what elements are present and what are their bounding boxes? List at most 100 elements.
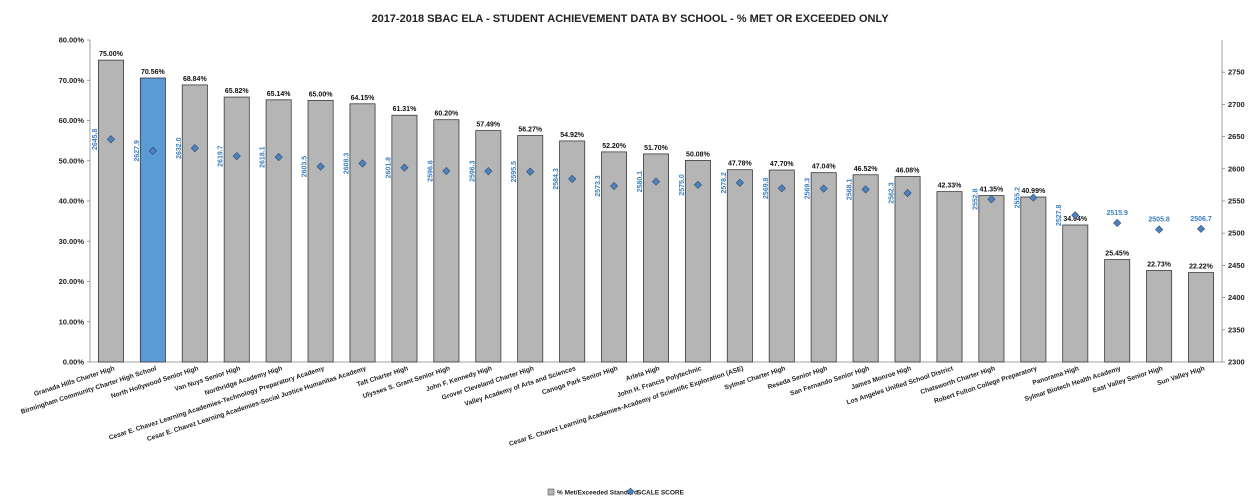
bar	[936, 191, 963, 363]
scale-score-marker	[693, 180, 702, 189]
bar	[559, 140, 586, 363]
bar-value-label: 54.92%	[560, 132, 585, 139]
bar-value-label: 47.04%	[812, 164, 837, 171]
bar-value-label: 47.70%	[770, 161, 795, 168]
scale-score-marker	[190, 144, 199, 153]
scale-score-marker	[526, 167, 535, 176]
scale-score-label: 2569.3	[805, 178, 812, 200]
category-label: Canoga Park Senior High	[541, 365, 618, 396]
scale-score-label: 2505.8	[1148, 216, 1170, 223]
scale-score-marker	[316, 162, 325, 171]
scale-score-marker	[1197, 224, 1206, 233]
scale-score-label: 2608.3	[344, 153, 351, 175]
scale-score-label: 2578.2	[721, 172, 728, 194]
scale-score-label: 2596.6	[427, 160, 434, 182]
plot-area: 0.00% 10.00% 20.00% 30.00% 40.00% 50.00% 60.00…	[20, 36, 1245, 448]
chart-title: 2017-2018 SBAC ELA - STUDENT ACHIEVEMENT…	[371, 13, 889, 25]
bar	[139, 77, 166, 363]
bar	[768, 169, 795, 363]
scale-score-marker	[987, 195, 996, 204]
scale-score-label: 2562.3	[889, 182, 896, 204]
legend: % Met/Exceeded Standard SCALE SCORE	[547, 487, 685, 497]
bar-value-label: 60.20%	[434, 111, 459, 118]
bar	[433, 119, 460, 363]
scale-score-marker	[1155, 225, 1164, 234]
scale-score-marker	[1113, 218, 1122, 227]
left-tick-label: 40.00%	[59, 197, 85, 206]
legend-marker-swatch	[626, 487, 635, 496]
bar	[475, 130, 502, 363]
left-tick-label: 30.00%	[59, 237, 85, 246]
bar-value-label: 42.33%	[938, 183, 963, 190]
left-tick-label: 20.00%	[59, 277, 85, 286]
right-tick-label: 2400	[1228, 293, 1245, 302]
scale-score-label: 2515.9	[1106, 210, 1128, 217]
scale-score-label: 2555.2	[1014, 187, 1021, 209]
bar	[265, 99, 292, 363]
scale-score-label: 2568.1	[847, 179, 854, 201]
bar-value-label: 46.08%	[896, 168, 921, 175]
scale-score-label: 2645.8	[92, 128, 99, 150]
right-tick-label: 2500	[1228, 229, 1245, 238]
bar	[810, 172, 837, 363]
bar-value-label: 34.04%	[1063, 216, 1088, 223]
bar-value-label: 56.27%	[518, 127, 543, 134]
left-tick-label: 50.00%	[59, 156, 85, 165]
left-tick-label: 80.00%	[59, 36, 85, 45]
bar-value-label: 57.49%	[476, 122, 501, 129]
bar	[726, 169, 753, 363]
right-tick-label: 2350	[1228, 325, 1245, 334]
bar	[391, 114, 418, 363]
scale-score-label: 2506.7	[1190, 216, 1212, 223]
scale-score-marker	[777, 184, 786, 193]
category-label: Sun Valley High	[1156, 365, 1205, 387]
scale-score-marker	[735, 178, 744, 187]
scale-score-label: 2627.9	[134, 140, 141, 162]
scale-score-marker	[610, 181, 619, 191]
right-tick-label: 2650	[1228, 132, 1245, 141]
scale-score-marker	[903, 189, 912, 198]
bar-value-label: 25.45%	[1105, 251, 1130, 258]
right-tick-label: 2700	[1228, 100, 1245, 109]
scale-score-label: 2632.0	[176, 137, 183, 159]
left-tick-label: 70.00%	[59, 76, 85, 85]
category-label: East Valley Senior High	[1092, 365, 1164, 394]
bar	[1104, 259, 1131, 363]
bar	[852, 174, 879, 363]
scale-score-marker	[1071, 211, 1080, 220]
scale-score-marker	[106, 135, 115, 144]
right-tick-label: 2600	[1228, 164, 1245, 173]
scale-score-marker	[651, 177, 661, 186]
left-tick-label: 60.00%	[59, 116, 85, 125]
bar-value-label: 41.35%	[980, 187, 1005, 194]
right-tick-label: 2300	[1228, 358, 1245, 367]
scale-score-label: 2527.8	[1056, 204, 1063, 226]
bar	[894, 176, 921, 363]
bar-value-label: 22.73%	[1147, 262, 1172, 269]
scale-score-label: 2603.5	[302, 156, 309, 178]
scale-score-marker	[148, 146, 157, 155]
bar	[1146, 270, 1173, 363]
bar-value-label: 70.56%	[141, 69, 166, 76]
scale-score-marker	[274, 153, 283, 162]
scale-score-marker	[232, 152, 241, 161]
scale-score-label: 2575.0	[679, 174, 686, 196]
scale-score-marker	[861, 185, 870, 194]
left-tick-label: 10.00%	[59, 317, 85, 326]
bar	[97, 59, 124, 363]
bar-value-label: 22.22%	[1189, 264, 1214, 271]
legend-marker-label: SCALE SCORE	[637, 490, 685, 497]
bar-value-label: 75.00%	[99, 51, 124, 58]
bar	[1188, 272, 1215, 363]
scale-score-label: 2601.8	[385, 157, 392, 179]
scale-score-marker	[358, 159, 367, 168]
bar	[978, 195, 1005, 363]
scale-score-label: 2595.5	[511, 161, 518, 183]
scale-score-marker	[400, 163, 409, 172]
bar	[223, 96, 250, 363]
scale-score-label: 2569.8	[763, 177, 770, 199]
scale-score-marker	[819, 184, 828, 193]
scale-score-marker	[484, 167, 493, 176]
bar-value-label: 47.78%	[728, 161, 753, 168]
